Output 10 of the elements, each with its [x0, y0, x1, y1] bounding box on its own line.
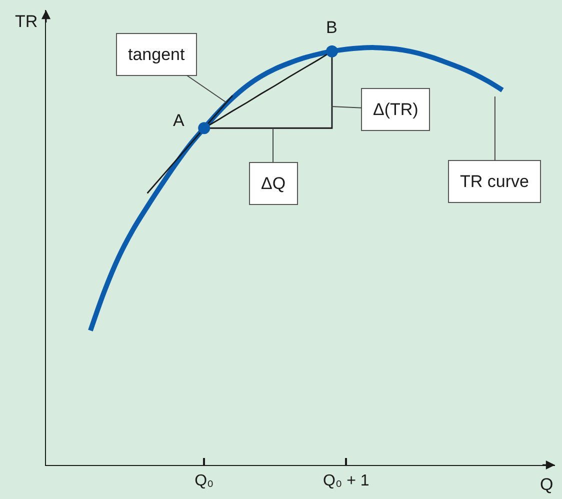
x-tick-label: Q₀	[194, 472, 214, 490]
annotation: tangent	[128, 45, 185, 64]
annotation: ΔQ	[261, 174, 286, 193]
y-axis-title: TR	[15, 12, 38, 31]
annotation: TR curve	[460, 172, 529, 191]
annotation: A	[173, 111, 185, 130]
text: B	[326, 18, 338, 37]
x-axis-title: Q	[540, 475, 554, 494]
x-tick-label: Q₀ + 1	[323, 472, 370, 490]
annotation: Δ(TR)	[373, 100, 418, 119]
